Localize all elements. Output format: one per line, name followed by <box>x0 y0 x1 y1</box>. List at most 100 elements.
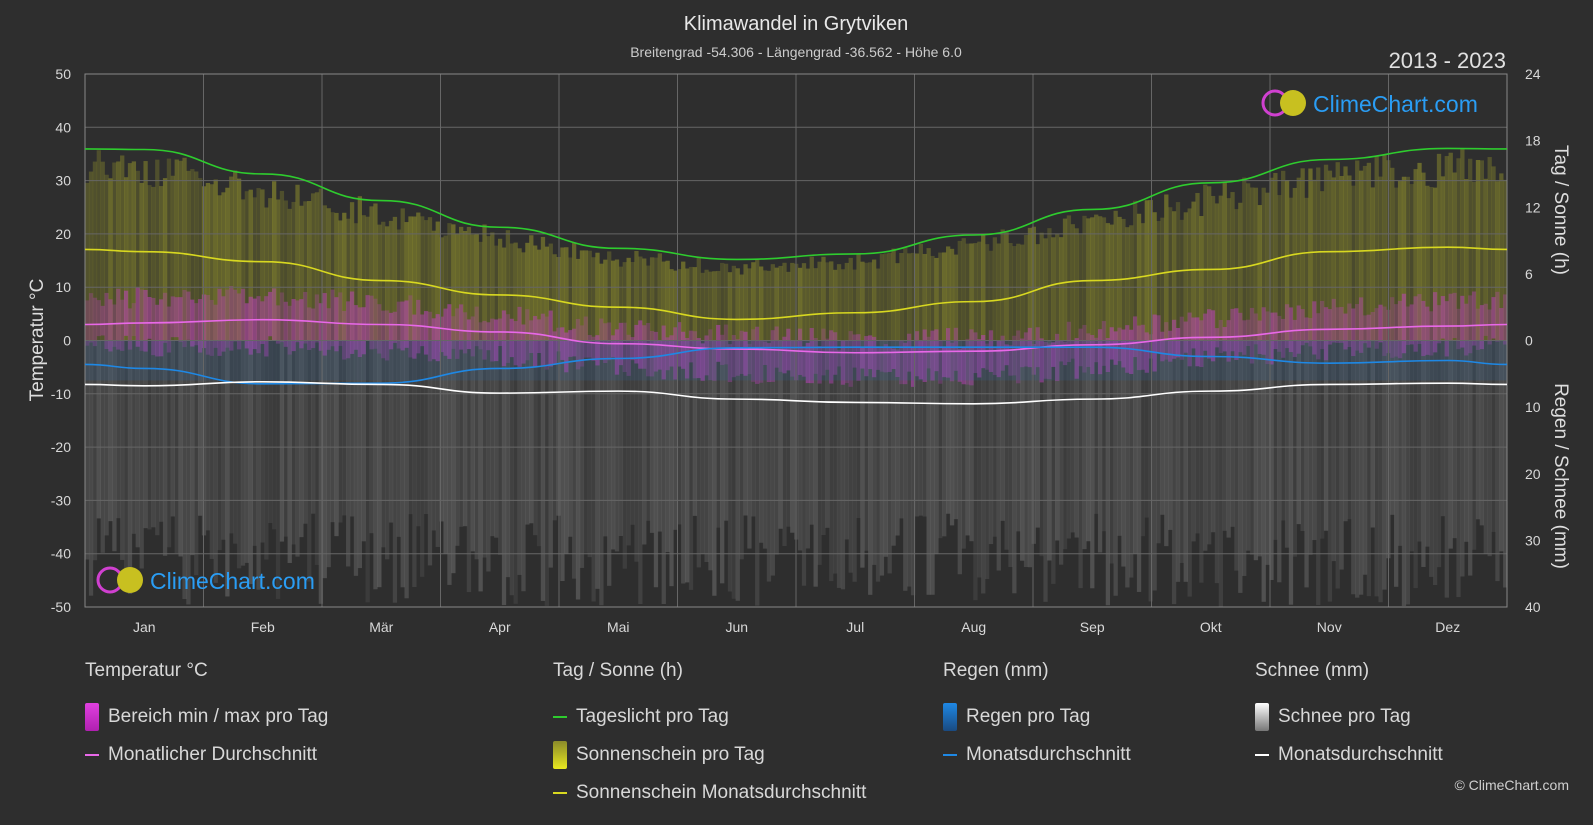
snow-day-bar <box>131 340 137 534</box>
temp-range-day-bar <box>1273 312 1278 350</box>
sunshine-day-bar <box>1168 207 1173 341</box>
temp-range-day-bar <box>369 295 374 350</box>
snow-day-bar <box>692 340 698 516</box>
temp-range-day-bar <box>338 292 343 346</box>
temp-range-day-bar <box>155 304 160 357</box>
sunshine-day-bar <box>1101 217 1107 341</box>
sunshine-day-bar <box>1432 187 1438 341</box>
rain-avg-swatch-icon <box>943 754 957 756</box>
sunshine-day-bar <box>1358 170 1364 341</box>
temp-range-day-bar <box>283 301 288 347</box>
temp-range-day-bar <box>1382 306 1387 356</box>
temp-range-day-bar <box>1409 304 1414 345</box>
sunshine-day-bar <box>603 259 608 341</box>
sunshine-day-bar <box>568 257 573 341</box>
snow-day-bar <box>864 340 869 551</box>
sunshine-day-bar <box>92 161 98 341</box>
sunshine-day-bar <box>1304 197 1309 341</box>
snow-day-bar <box>1409 340 1414 552</box>
temp-range-day-bar <box>540 313 546 366</box>
snow-day-bar <box>221 340 226 540</box>
snow-day-bar <box>135 340 140 548</box>
temp-range-day-bar <box>949 342 955 382</box>
snow-day-bar <box>961 340 966 549</box>
sunshine-day-bar <box>1238 202 1243 341</box>
snow-day-bar <box>1417 340 1422 542</box>
y-left-tick-label: -30 <box>51 492 71 508</box>
snow-day-bar <box>988 340 994 545</box>
snow-day-bar <box>505 340 511 578</box>
snow-day-bar <box>1319 340 1325 539</box>
legend-label: Sonnenschein Monatsdurchschnitt <box>576 782 867 803</box>
temp-range-day-bar <box>1234 308 1239 360</box>
snow-day-bar <box>1039 340 1044 557</box>
snow-day-bar <box>1401 340 1407 606</box>
legend-sun: Tag / Sonne (h) Tageslicht pro Tag Sonne… <box>553 660 866 812</box>
sunshine-day-bar <box>412 216 417 341</box>
sunshine-day-bar <box>494 245 499 341</box>
snow-day-bar <box>829 340 834 582</box>
sunshine-day-bar <box>548 243 553 341</box>
snow-day-bar <box>1203 340 1208 551</box>
legend-item: Sonnenschein Monatsdurchschnitt <box>553 774 866 812</box>
sunshine-day-bar <box>1319 191 1325 341</box>
snow-day-bar <box>404 340 409 599</box>
legend-label: Bereich min / max pro Tag <box>108 706 329 727</box>
temp-range-day-bar <box>427 311 433 362</box>
snow-day-bar <box>996 340 1001 571</box>
sunshine-day-bar <box>1347 175 1352 341</box>
sunshine-day-bar <box>260 189 265 341</box>
sunshine-day-bar <box>151 186 156 341</box>
snow-day-bar <box>821 340 826 535</box>
snow-day-bar <box>116 340 121 519</box>
temp-range-day-bar <box>571 328 577 357</box>
temp-range-day-bar <box>1487 309 1492 345</box>
sunshine-day-bar <box>423 220 429 341</box>
snow-avg-line <box>84 381 1508 405</box>
logo-bottom[interactable]: ClimeChart.com <box>96 566 315 594</box>
temp-range-day-bar <box>688 330 694 363</box>
sunshine-day-bar <box>1148 200 1153 341</box>
temp-range-day-bar <box>1269 312 1274 365</box>
snow-day-bar <box>143 340 148 529</box>
sunshine-day-bar <box>1300 168 1305 341</box>
temp-range-day-bar <box>762 341 768 365</box>
sunshine-day-bar <box>1296 177 1301 341</box>
temp-range-day-bar <box>1475 308 1481 350</box>
temp-range-day-bar <box>1351 308 1356 357</box>
temp-range-day-bar <box>303 291 308 344</box>
temp-range-day-bar <box>599 318 604 361</box>
snow-day-bar <box>307 340 312 582</box>
temp-range-day-bar <box>922 329 927 382</box>
temp-range-day-bar <box>879 346 885 372</box>
sunshine-day-bar <box>1249 187 1255 341</box>
temp-range-day-bar <box>1074 338 1079 379</box>
temp-range-day-bar <box>248 296 253 355</box>
snow-day-bar <box>634 340 639 562</box>
sunshine-day-bar <box>673 270 678 341</box>
temp-range-day-bar <box>381 310 386 359</box>
temp-range-day-bar <box>1397 300 1403 359</box>
temp-range-day-bar <box>1222 327 1227 352</box>
logo-top[interactable]: ClimeChart.com <box>1261 89 1478 117</box>
sunshine-day-bar <box>155 159 160 341</box>
snow-day-bar <box>1164 340 1169 547</box>
snow-day-bar <box>1300 340 1305 532</box>
sunshine-day-bar <box>1074 228 1079 341</box>
temp-range-day-bar <box>1308 317 1313 347</box>
temp-range-day-bar <box>525 309 530 361</box>
snow-day-bar <box>533 340 538 536</box>
snow-day-bar <box>1031 340 1036 544</box>
snow-day-bar <box>918 340 924 516</box>
snow-day-bar <box>1101 340 1107 532</box>
temp-range-day-bar <box>934 329 939 372</box>
snow-day-bar <box>903 340 908 591</box>
temp-range-day-bar <box>1016 330 1021 384</box>
sunshine-day-bar <box>1031 226 1036 341</box>
daylight-swatch-icon <box>553 716 567 718</box>
temp-range-day-bar <box>1378 304 1383 343</box>
sunshine-day-bar <box>599 263 604 341</box>
snow-day-bar <box>396 340 401 537</box>
temp-range-day-bar <box>466 319 472 350</box>
snow-day-bar <box>646 340 651 521</box>
